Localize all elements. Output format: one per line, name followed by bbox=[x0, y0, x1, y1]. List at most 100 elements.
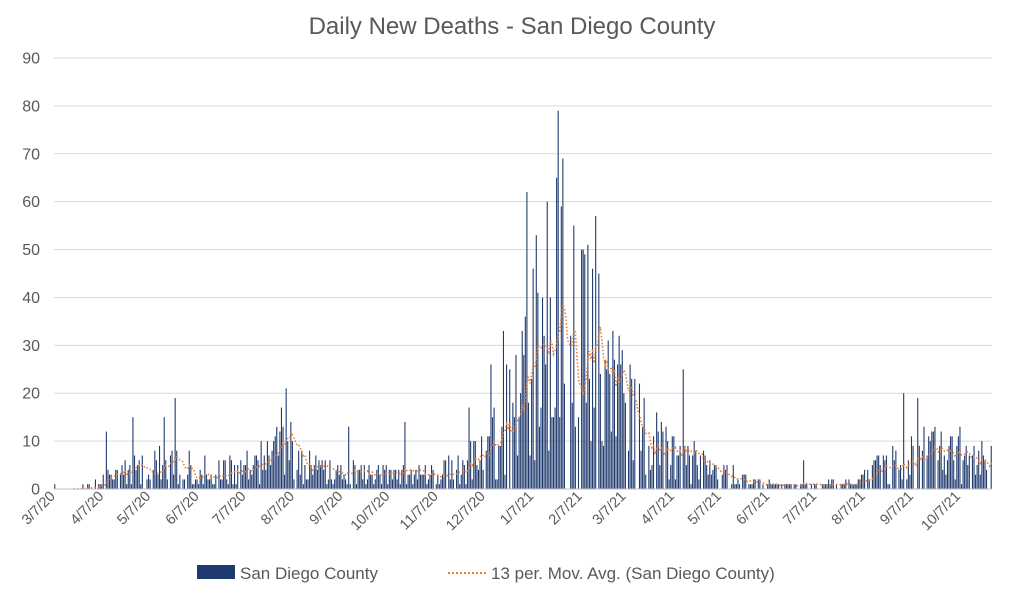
bar bbox=[445, 460, 447, 489]
gridlines bbox=[54, 57, 992, 442]
bar bbox=[738, 484, 741, 489]
bar bbox=[801, 484, 803, 489]
x-tick-label: 6/7/21 bbox=[733, 489, 773, 529]
bar bbox=[113, 479, 115, 489]
bar bbox=[649, 469, 651, 489]
bar bbox=[332, 484, 334, 489]
bar bbox=[183, 479, 186, 489]
bar bbox=[607, 340, 609, 489]
bar bbox=[466, 460, 469, 489]
bar bbox=[416, 479, 419, 489]
bar bbox=[950, 436, 952, 489]
bar-series bbox=[54, 110, 992, 490]
bar bbox=[771, 484, 773, 489]
bar bbox=[868, 479, 870, 489]
bar bbox=[298, 450, 300, 489]
bar bbox=[651, 465, 653, 489]
bar bbox=[632, 460, 634, 489]
bar bbox=[695, 450, 697, 489]
bar bbox=[218, 460, 220, 489]
bar bbox=[291, 441, 293, 489]
bar bbox=[215, 474, 217, 489]
bar bbox=[540, 407, 542, 489]
bar bbox=[976, 465, 978, 489]
bar bbox=[188, 450, 190, 489]
bar bbox=[304, 465, 306, 489]
bar bbox=[423, 474, 425, 489]
bar bbox=[274, 436, 276, 489]
bar bbox=[742, 474, 744, 489]
bar bbox=[463, 465, 465, 489]
bar bbox=[823, 484, 825, 489]
y-tick-label: 60 bbox=[22, 194, 40, 211]
bar bbox=[368, 465, 370, 489]
bar bbox=[885, 455, 888, 489]
bar bbox=[926, 455, 928, 489]
bar bbox=[130, 484, 132, 489]
bar bbox=[476, 465, 478, 489]
bar bbox=[387, 484, 389, 489]
bar bbox=[421, 474, 423, 489]
bar bbox=[609, 374, 611, 489]
bar bbox=[898, 469, 900, 489]
bar bbox=[110, 474, 112, 489]
bar bbox=[382, 465, 384, 489]
bar bbox=[549, 297, 551, 489]
bar bbox=[556, 177, 558, 489]
bar bbox=[923, 426, 925, 489]
bar bbox=[391, 479, 394, 489]
bar bbox=[87, 484, 89, 489]
bar bbox=[398, 469, 400, 489]
bar bbox=[124, 460, 126, 489]
bar bbox=[251, 474, 253, 489]
bar bbox=[449, 479, 451, 489]
bar bbox=[592, 268, 594, 489]
bar bbox=[934, 426, 936, 489]
bar bbox=[587, 244, 589, 489]
bar bbox=[82, 484, 84, 489]
bar bbox=[513, 417, 515, 489]
bar bbox=[313, 465, 315, 489]
bar bbox=[929, 441, 931, 489]
bar bbox=[491, 417, 494, 489]
bar bbox=[678, 455, 680, 489]
bar bbox=[474, 441, 476, 489]
bar bbox=[745, 474, 747, 489]
bar bbox=[502, 330, 505, 489]
x-tick-label: 4/7/20 bbox=[67, 489, 107, 529]
bar bbox=[196, 479, 198, 489]
bar bbox=[234, 465, 236, 489]
bar bbox=[132, 417, 134, 489]
bar bbox=[276, 426, 278, 489]
x-tick-label: 9/7/21 bbox=[877, 489, 917, 529]
bar bbox=[468, 407, 470, 489]
bar bbox=[504, 474, 506, 489]
bar bbox=[366, 479, 368, 489]
bar bbox=[518, 417, 520, 489]
bar bbox=[488, 436, 490, 489]
bar bbox=[942, 469, 944, 489]
bar bbox=[318, 460, 320, 489]
bar bbox=[803, 460, 805, 489]
bar bbox=[512, 402, 514, 489]
bar bbox=[688, 455, 691, 489]
bar bbox=[485, 450, 487, 489]
bar bbox=[432, 469, 434, 489]
bar bbox=[757, 479, 759, 489]
bar bbox=[753, 479, 755, 489]
bar bbox=[967, 465, 969, 489]
bar bbox=[876, 455, 878, 489]
bar bbox=[585, 402, 587, 489]
bar bbox=[523, 354, 525, 489]
bar bbox=[309, 450, 311, 489]
bar bbox=[263, 455, 265, 489]
bar bbox=[365, 484, 367, 489]
bar bbox=[959, 426, 961, 489]
bar bbox=[244, 465, 247, 489]
x-tick-label: 6/7/20 bbox=[163, 489, 203, 529]
bar bbox=[252, 465, 254, 489]
bar bbox=[248, 479, 250, 489]
bar bbox=[627, 450, 630, 489]
